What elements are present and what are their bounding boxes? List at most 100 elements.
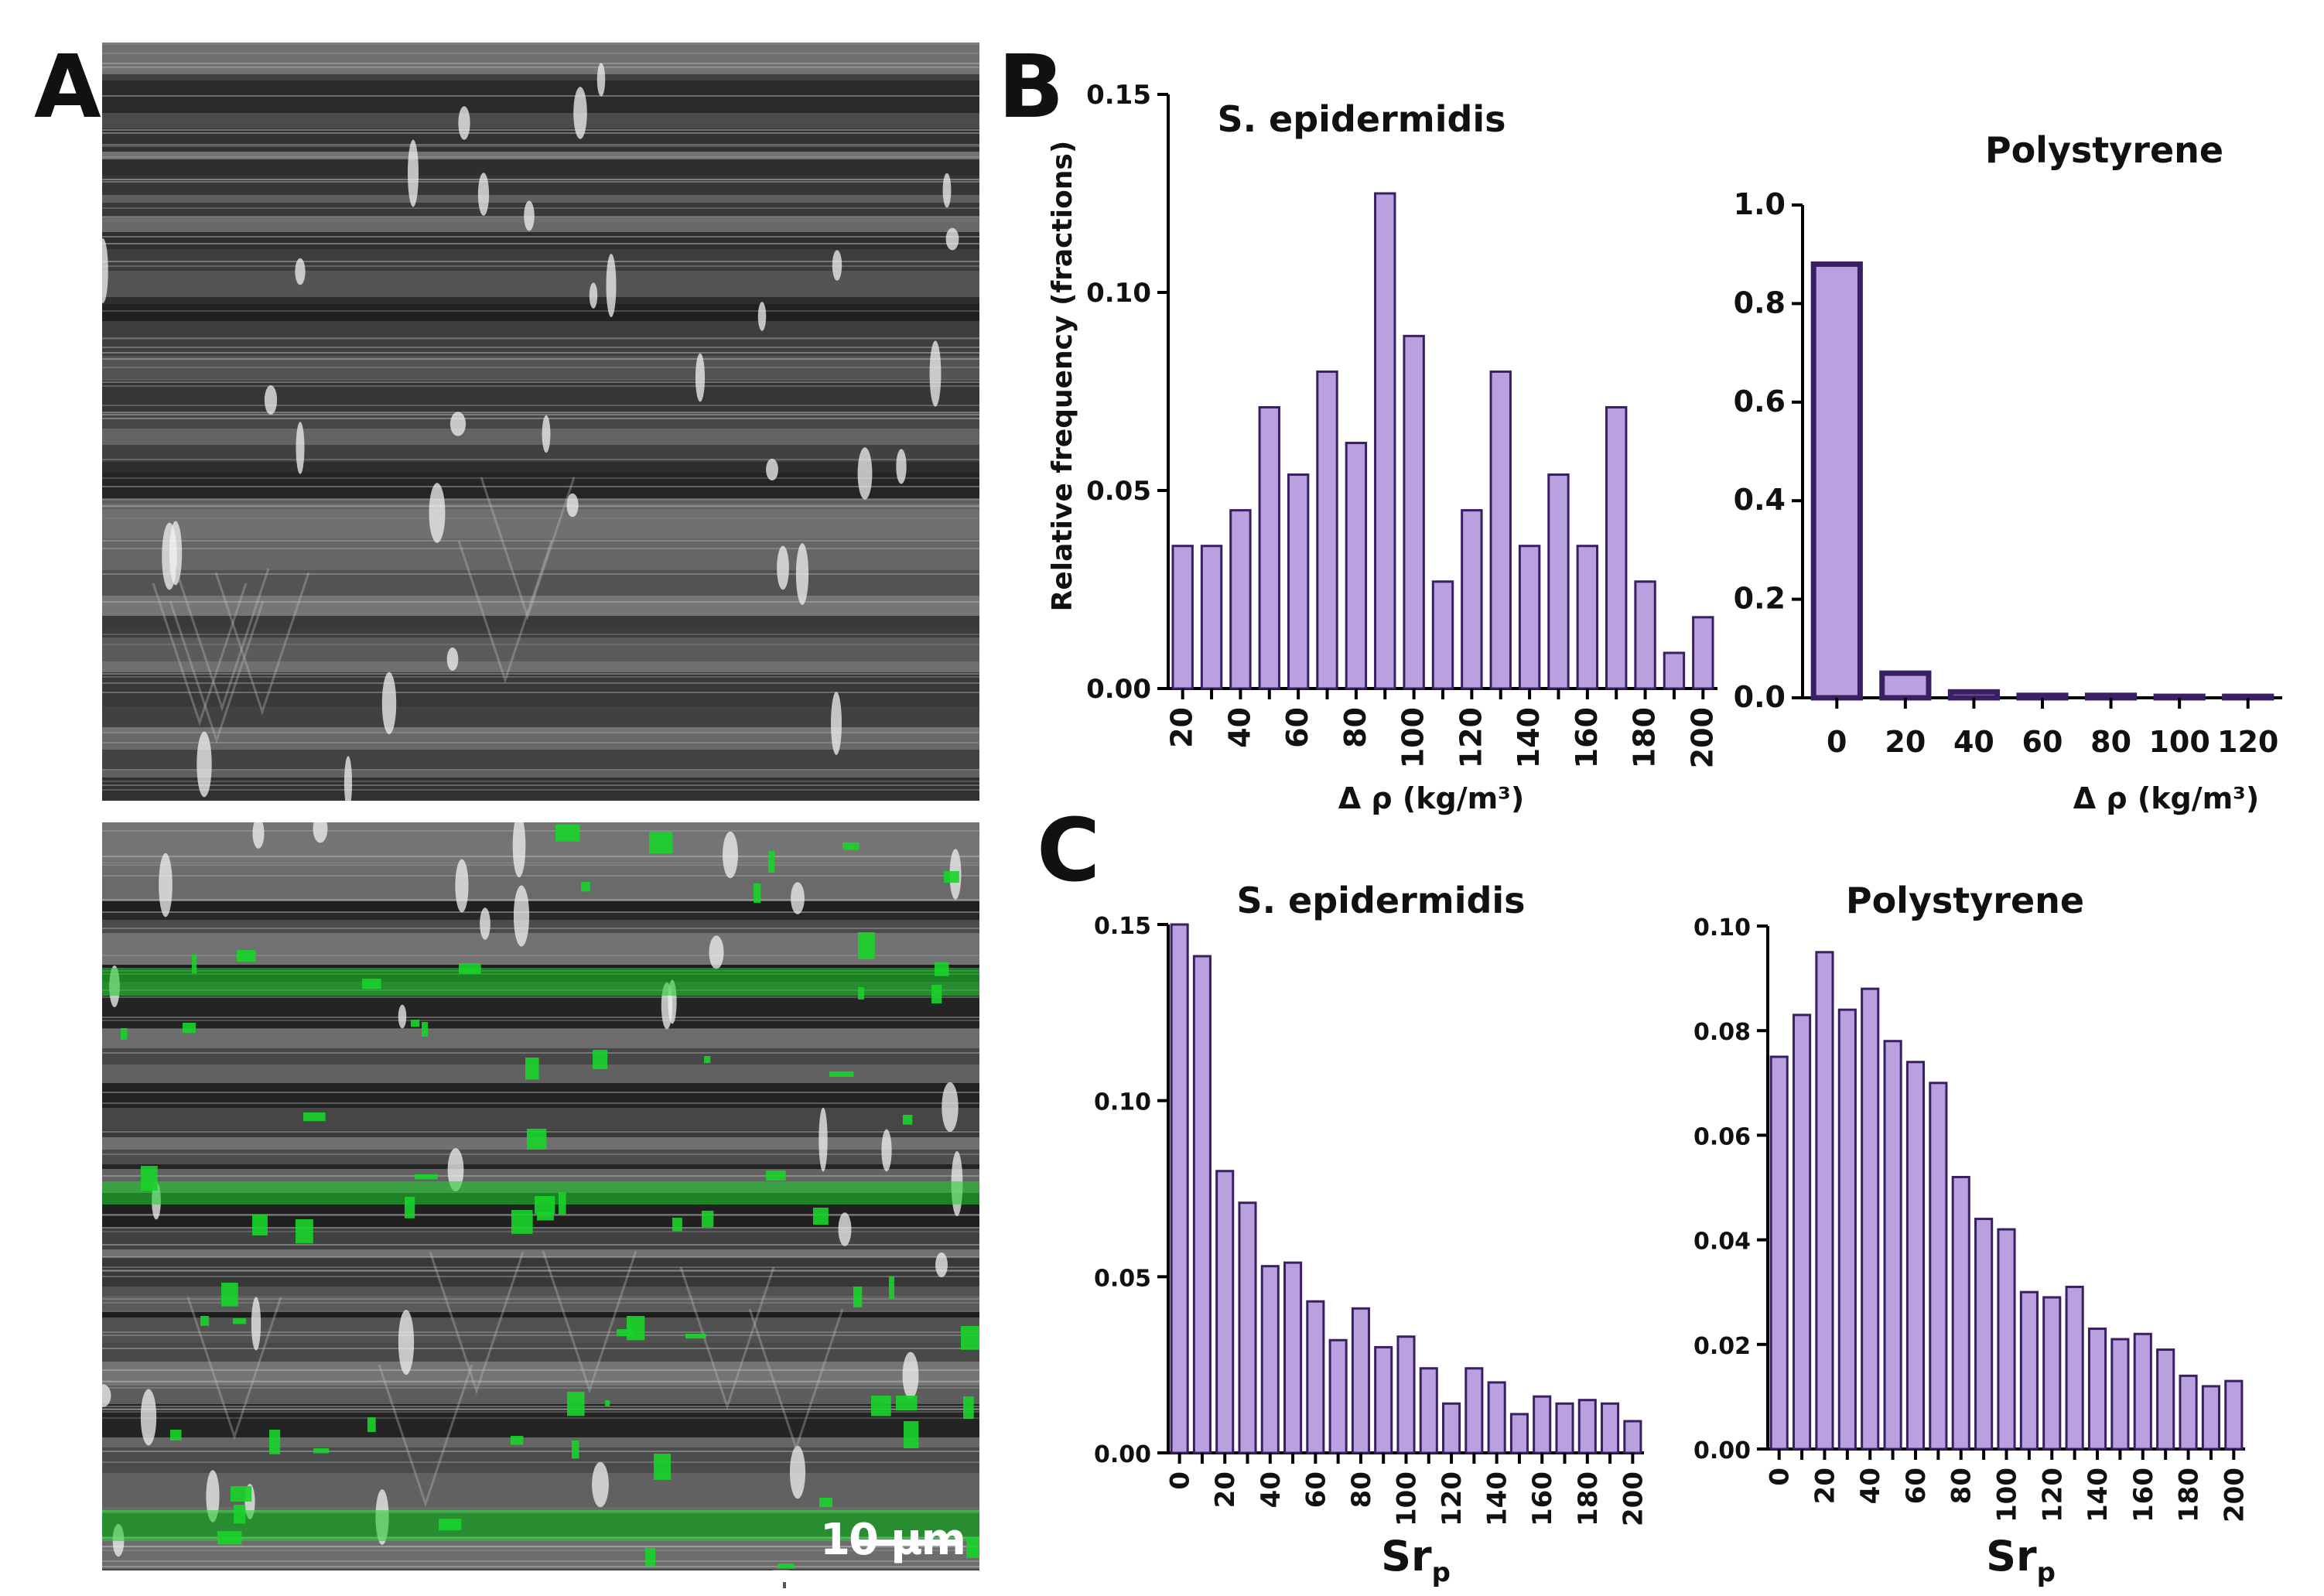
- overlay-detection: [367, 1417, 376, 1433]
- micro-streak: [102, 928, 979, 929]
- micro-streak: [102, 1406, 979, 1407]
- micro-band: [102, 616, 979, 628]
- micro-streak: [102, 518, 979, 519]
- micro-band: [102, 321, 979, 356]
- micro-band: [102, 159, 979, 176]
- micro-trace: [174, 568, 270, 712]
- micro-streak: [102, 1020, 979, 1021]
- micro-bright-spot: [592, 1461, 609, 1508]
- overlay-line: [102, 1510, 979, 1541]
- micro-streak: [102, 352, 979, 354]
- micro-band: [102, 412, 979, 429]
- bar-100: [1997, 1228, 2016, 1451]
- micro-streak: [102, 207, 979, 209]
- x-tick-label: 160: [1527, 1471, 1558, 1526]
- micro-streak: [102, 603, 979, 605]
- x-tick-label: 80: [1946, 1468, 1977, 1504]
- overlay-detection: [766, 1171, 786, 1181]
- micro-streak: [102, 53, 979, 54]
- micro-streak: [102, 1092, 979, 1093]
- bar-180: [1577, 1399, 1597, 1454]
- overlay-detection: [813, 1208, 829, 1225]
- micro-bright-spot: [159, 853, 173, 918]
- micro-streak: [102, 179, 979, 180]
- micro-trace: [542, 1250, 637, 1394]
- micro-trace: [214, 572, 310, 716]
- micro-band: [102, 596, 979, 616]
- micro-streak: [102, 477, 979, 479]
- bar-20: [1171, 545, 1194, 690]
- micro-bright-spot: [942, 173, 952, 208]
- overlay-detection: [858, 932, 875, 959]
- micro-streak: [102, 412, 979, 413]
- micro-bright-spot: [791, 882, 805, 914]
- micro-streak: [102, 732, 979, 733]
- overlay-detection: [819, 1498, 832, 1508]
- overlay-detection: [829, 1071, 854, 1077]
- micro-streak: [102, 676, 979, 678]
- bar-160: [1576, 545, 1599, 690]
- x-axis-label: Δ ρ (kg/m³): [2073, 781, 2259, 815]
- micro-band: [102, 232, 979, 249]
- y-tick-label: 0.10: [1693, 914, 1751, 942]
- x-tick-label: 200: [1618, 1471, 1649, 1526]
- y-tick-label: 0.10: [1086, 278, 1151, 309]
- micro-bright-spot: [343, 756, 353, 801]
- micro-bright-spot: [838, 1212, 852, 1246]
- micro-bright-spot: [480, 907, 490, 940]
- micro-bright-spot: [197, 731, 212, 798]
- x-tick-label: 100: [1396, 707, 1430, 768]
- bar-100: [1396, 1335, 1416, 1454]
- micro-streak: [102, 156, 979, 158]
- micro-streak: [102, 899, 979, 901]
- micro-streak: [102, 1153, 979, 1155]
- micro-band: [102, 473, 979, 498]
- bar-20: [1215, 1170, 1235, 1454]
- overlay-detection: [768, 851, 775, 873]
- x-tick-label: 60: [2022, 725, 2063, 759]
- micro-streak: [102, 548, 979, 549]
- micro-band: [102, 1164, 979, 1169]
- bar-50: [1283, 1261, 1303, 1454]
- x-tick-label: 20: [1810, 1468, 1840, 1504]
- overlay-detection: [555, 825, 580, 842]
- y-tick-label: 0.2: [1734, 582, 1786, 616]
- micro-streak: [102, 379, 979, 381]
- micro-bright-spot: [447, 1148, 464, 1191]
- micro-bright-spot: [140, 1389, 157, 1446]
- micro-band: [102, 462, 979, 473]
- micro-streak: [102, 1417, 979, 1419]
- x-tick-label: 160: [2128, 1468, 2159, 1523]
- micro-trace: [429, 1251, 525, 1395]
- micro-band: [102, 1569, 979, 1570]
- x-tick-label: 20: [1210, 1471, 1241, 1508]
- micro-bright-spot: [512, 822, 526, 878]
- micro-trace: [152, 583, 248, 726]
- micro-streak: [102, 1408, 979, 1410]
- overlay-detection: [525, 1058, 539, 1080]
- micro-streak: [102, 1302, 979, 1304]
- bar-80: [1345, 442, 1368, 690]
- overlay-detection: [672, 1218, 682, 1232]
- micro-streak: [102, 1256, 979, 1258]
- bar-10: [1792, 1013, 1812, 1451]
- micro-bright-spot: [446, 647, 459, 672]
- micro-band: [102, 217, 979, 222]
- bar-160: [2133, 1332, 2152, 1451]
- micro-streak: [102, 144, 979, 145]
- x-tick-label: 140: [2083, 1468, 2114, 1523]
- microscopy-image-raw: [102, 43, 979, 801]
- overlay-detection: [567, 1392, 585, 1417]
- overlay-detection: [754, 883, 761, 904]
- bar-140: [1518, 545, 1541, 690]
- micro-bright-spot: [832, 250, 842, 281]
- micro-band: [102, 271, 979, 297]
- bar-190: [1601, 1402, 1620, 1454]
- micro-band: [102, 1362, 979, 1386]
- micro-bright-spot: [942, 1082, 959, 1133]
- micro-streak: [102, 385, 979, 387]
- x-tick-label: 140: [1482, 1471, 1513, 1526]
- micro-band: [102, 113, 979, 128]
- micro-band: [102, 445, 979, 462]
- bar-60: [2016, 692, 2069, 701]
